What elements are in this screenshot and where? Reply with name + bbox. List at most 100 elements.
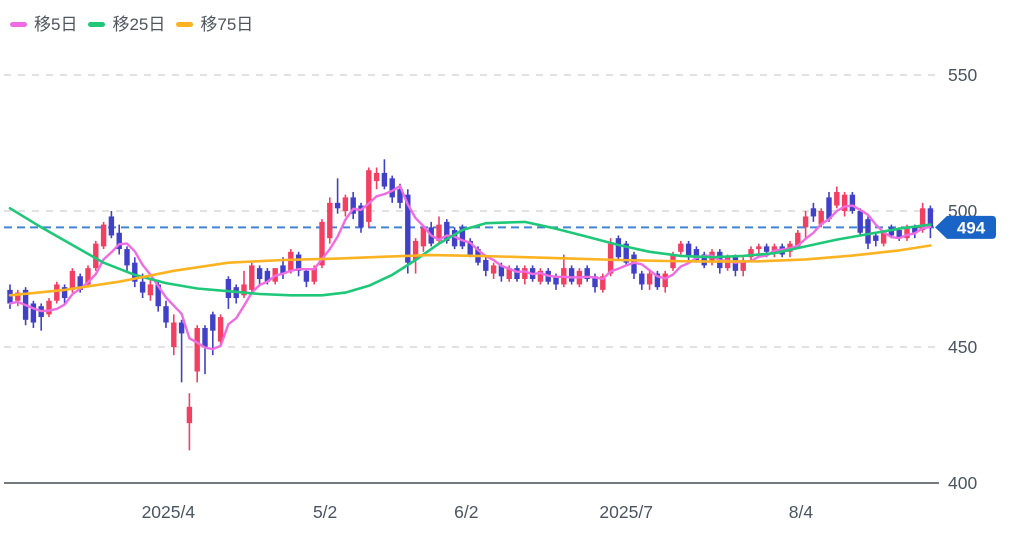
candle [498,265,505,277]
ma5-legend-label: 移5日 [34,15,78,34]
ma75-line-swatch [176,22,194,27]
candle [342,197,349,211]
candle [311,268,317,282]
candle [217,317,224,342]
candle [592,276,598,288]
x-tick-label: 2025/7 [599,502,653,522]
candle [366,170,372,222]
candle [810,208,817,217]
candle [288,251,294,271]
candle [537,270,544,282]
candle [615,238,622,258]
candle [802,216,809,228]
candle [405,194,411,263]
candle [896,230,902,239]
candle [350,197,356,214]
candle [553,276,559,285]
candle [163,306,169,323]
candle [225,279,232,299]
ma25-line-swatch [88,22,106,27]
candle [249,265,255,290]
candle [139,281,146,293]
ma5-line-swatch [10,22,27,27]
candle [771,246,778,252]
candle [397,189,403,203]
candle [373,172,380,182]
candle [319,221,325,266]
candle [888,227,895,236]
x-tick-label: 8/4 [789,502,814,522]
candle [280,265,286,274]
candle [303,270,310,282]
candle [93,243,99,269]
legend-item-ma75[interactable]: 移75日 [176,16,253,33]
candle [69,270,76,290]
candle [155,284,161,307]
candle [241,284,247,296]
legend-item-ma5[interactable]: 移5日 [10,16,77,33]
y-tick-label: 550 [948,65,977,85]
current-price-badge-label: 494 [957,218,986,237]
candle [451,230,458,247]
candle [732,257,739,271]
candle [841,194,848,211]
candle [701,254,707,266]
candle [85,268,91,285]
candle [295,254,302,271]
candle [61,287,68,299]
candle [327,202,333,239]
candle [202,327,208,347]
x-tick-label: 5/2 [313,502,337,522]
candle [178,322,185,334]
candle [623,243,629,263]
candle [358,205,364,228]
candle [795,232,801,247]
candle [865,219,871,244]
candle [912,227,918,233]
candle [100,224,107,247]
candle [880,232,887,244]
candle [483,259,489,271]
y-tick-label: 400 [948,473,977,493]
candle [646,273,653,285]
candle [459,227,466,247]
candle [30,303,37,323]
candle [927,208,934,228]
candle [132,262,138,282]
candle [54,284,60,301]
candle [873,235,879,241]
ma25-legend-label: 移25日 [112,15,166,34]
candle [522,268,528,279]
candle [436,224,442,241]
candle [693,249,700,260]
candle [444,221,450,241]
candle [748,249,754,258]
candle [763,246,770,252]
candle [210,314,216,331]
candle [834,191,840,206]
candle [412,240,419,260]
candle [124,249,130,266]
candle [584,268,590,279]
ma75-legend-label: 移75日 [200,15,254,34]
candle [381,172,388,187]
candle [904,227,910,239]
candle [685,243,692,258]
candle [389,178,395,198]
candle [740,259,746,271]
candle [506,268,512,279]
candle [826,197,832,220]
legend-item-ma25[interactable]: 移25日 [88,16,165,33]
candle [467,240,473,255]
y-tick-label: 450 [948,337,977,357]
candle [194,327,200,372]
candle [46,300,52,315]
candle [654,273,661,288]
candle [631,254,637,274]
candle [7,289,13,304]
candle [857,211,863,233]
candle [108,216,115,236]
candle [334,202,341,209]
